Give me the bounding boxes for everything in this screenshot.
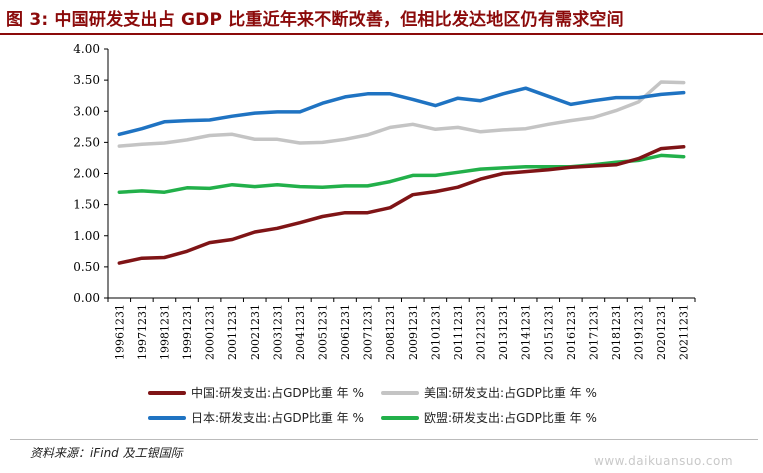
x-tick-label: 19981231 <box>158 304 171 360</box>
y-tick-label: 2.00 <box>73 167 100 181</box>
series-line-japan <box>117 86 686 137</box>
y-tick-label: 1.50 <box>73 198 100 212</box>
x-tick-label: 19991231 <box>181 304 194 360</box>
series-line-eu <box>117 153 686 194</box>
source-note: 资料来源：iFind 及工银国际 <box>30 446 183 460</box>
y-tick-label: 3.50 <box>73 73 100 87</box>
y-tick-label: 1.00 <box>73 229 100 243</box>
x-tick-label: 20061231 <box>339 304 352 360</box>
y-tick-label: 3.00 <box>73 104 100 118</box>
watermark: www.daikuansuo.com <box>594 454 734 468</box>
y-tick-label: 0.00 <box>73 291 100 305</box>
series-lines <box>117 80 686 265</box>
y-tick-label: 4.00 <box>73 42 100 56</box>
title-divider <box>0 33 763 35</box>
x-tick-label: 19961231 <box>113 304 126 360</box>
x-tick-label: 20011231 <box>226 304 239 360</box>
x-tick-label: 20141231 <box>520 304 533 360</box>
x-tick-label: 20191231 <box>633 304 646 360</box>
y-tick-label: 2.50 <box>73 135 100 149</box>
x-tick-label: 20211231 <box>678 304 691 360</box>
series-line-usa <box>117 80 686 148</box>
x-tick-label: 20131231 <box>497 304 510 360</box>
x-tick-label: 20161231 <box>565 304 578 360</box>
chart-title: 图 3: 中国研发支出占 GDP 比重近年来不断改善，但相比发达地区仍有需求空间 <box>6 10 624 30</box>
x-tick-label: 19971231 <box>136 304 149 360</box>
x-tick-label: 20031231 <box>271 304 284 360</box>
source-divider <box>10 439 758 440</box>
x-tick-label: 20151231 <box>542 304 555 360</box>
x-tick-label: 20021231 <box>249 304 262 360</box>
x-tick-label: 20121231 <box>475 304 488 360</box>
series-line-china <box>117 144 686 265</box>
x-tick-label: 20081231 <box>384 304 397 360</box>
y-tick-label: 0.50 <box>73 260 100 274</box>
x-tick-label: 20181231 <box>610 304 623 360</box>
x-tick-label: 20051231 <box>316 304 329 360</box>
x-tick-label: 20101231 <box>429 304 442 360</box>
x-tick-label: 20001231 <box>204 304 217 360</box>
x-tick-label: 20201231 <box>655 304 668 360</box>
x-tick-label: 20111231 <box>452 304 465 360</box>
x-axis-tick-labels: 19961231 19971231 19981231 19991231 20001231… <box>113 304 690 360</box>
x-tick-label: 20091231 <box>407 304 420 360</box>
x-tick-label: 20071231 <box>362 304 375 360</box>
chart-axes <box>104 48 696 302</box>
y-axis-tick-labels: 0.00 0.50 1.00 1.50 2.00 2.50 3.00 3.50 4.00 <box>73 42 100 305</box>
x-tick-label: 20171231 <box>587 304 600 360</box>
x-tick-label: 20041231 <box>294 304 307 360</box>
